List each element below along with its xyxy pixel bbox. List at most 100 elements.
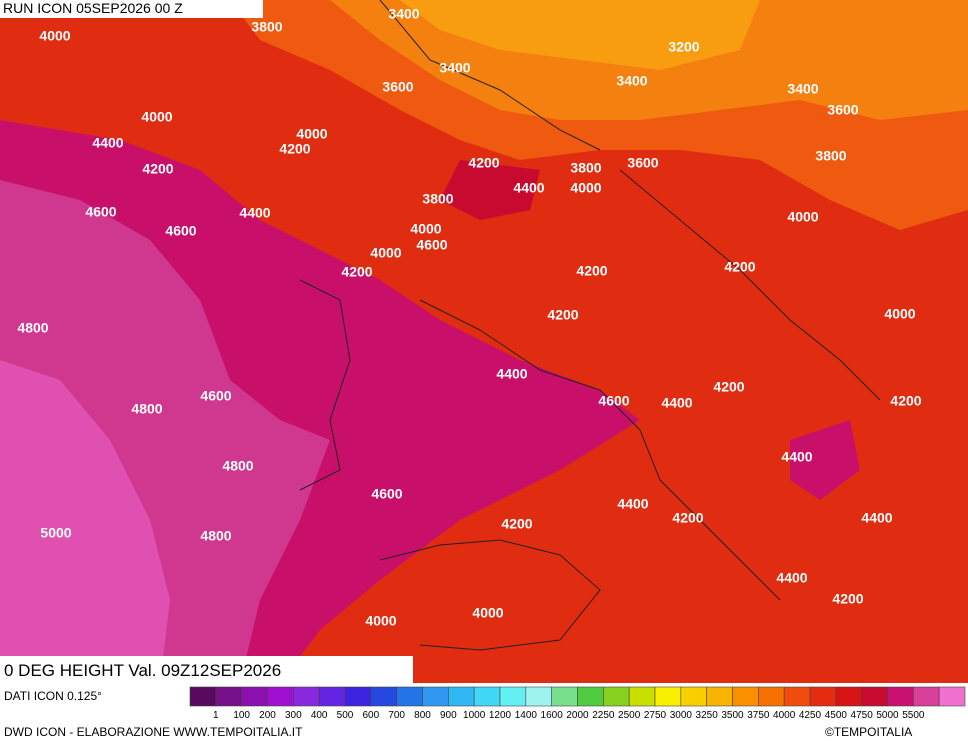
scale-label: 2750 [644,710,667,721]
scale-label: 5000 [876,710,899,721]
scale-label: 3750 [747,710,770,721]
color-swatch [499,686,527,707]
contour-label: 4200 [547,307,578,323]
coastline [419,299,781,601]
color-swatch [473,686,501,707]
contour-label: 3600 [382,79,413,95]
scale-label: 3250 [696,710,719,721]
contour-label: 4200 [279,141,310,157]
contour-label: 4400 [513,180,544,196]
contour-label: 4000 [365,613,396,629]
color-swatch [422,686,449,707]
contour-label: 3800 [815,148,846,164]
contour-label: 4200 [468,155,499,171]
coastline [379,539,601,651]
color-swatch [913,686,940,707]
scale-label: 4000 [773,710,796,721]
contour-label: 4400 [661,395,692,411]
scale-label: 1200 [489,710,512,721]
color-swatch [809,686,837,707]
contour-label: 3400 [616,73,647,89]
contour-label: 4400 [776,570,807,586]
run-box [0,0,263,18]
color-swatch [215,686,242,707]
contour-label: 4400 [92,135,123,151]
color-swatch [680,686,707,707]
contour-label: 3400 [388,6,419,22]
coastline [619,169,881,401]
scale-label: 100 [233,710,250,721]
contour-label: 4000 [570,180,601,196]
contour-label: 4200 [576,263,607,279]
contour-label: 4200 [724,259,755,275]
scale-label: 2250 [592,710,615,721]
contour-label: 4600 [371,486,402,502]
border-line [379,0,601,151]
color-swatch [267,686,294,707]
contour-label: 4800 [17,320,48,336]
scale-label: 3000 [670,710,693,721]
map-field [0,0,968,683]
scale-label: 1600 [541,710,564,721]
contour-label: 3400 [439,60,470,76]
color-swatch [783,686,811,707]
contour-label: 3800 [570,160,601,176]
color-scale: 1 100 200 300 400 500 600 700 800 900 1000 1200 1400… [189,686,966,721]
contour-label: 4200 [142,161,173,177]
contour-label: 4800 [131,401,162,417]
contour-label: 4000 [39,28,70,44]
scale-label: 500 [337,710,354,721]
scale-label: 3500 [721,710,744,721]
color-swatch [603,686,630,707]
contour-label: 4000 [472,605,503,621]
contour-label: 3400 [787,81,818,97]
color-swatch [654,686,682,707]
scale-label: 4750 [851,710,874,721]
contour-label: 4600 [165,223,196,239]
contour-label: 4000 [884,306,915,322]
scale-label: 2500 [618,710,641,721]
field-alps [440,160,540,220]
scale-label: 300 [285,710,302,721]
color-swatch [861,686,888,707]
contour-label: 3800 [422,191,453,207]
contour-label: 4600 [200,388,231,404]
color-swatch [551,686,578,707]
contour-label: 3600 [827,102,858,118]
color-swatch [189,686,217,707]
field-light-pink [0,360,170,683]
contour-label: 4400 [496,366,527,382]
contour-label: 4800 [222,458,253,474]
scale-label: 1000 [463,710,486,721]
scale-label: 200 [259,710,276,721]
contour-label: 4200 [890,393,921,409]
scale-label: 800 [414,710,431,721]
contour-label: 4200 [341,264,372,280]
scale-label: 4500 [825,710,848,721]
color-swatch [732,686,759,707]
scale-label: 5500 [902,710,925,721]
contour-label: 4600 [598,393,629,409]
contour-label: 4600 [85,204,116,220]
contour-label: 4000 [141,109,172,125]
scale-label: 1 [213,710,219,721]
color-swatch [887,686,914,707]
scale-label: 2000 [566,710,589,721]
title-box [0,656,413,683]
contour-label: 5000 [40,525,71,541]
scale-label: 600 [362,710,379,721]
scale-label: 4250 [799,710,822,721]
contour-label: 4200 [713,379,744,395]
field-greece [790,420,860,500]
color-swatch [577,686,604,707]
scale-label: 1400 [515,710,538,721]
source-label: DATI ICON 0.125° [4,689,102,703]
copyright: ©TEMPOITALIA [825,725,912,739]
contour-labels: 4000 3800 3400 3200 3400 3600 3400 3400 3600 4000… [17,6,921,629]
contour-label: 4000 [410,221,441,237]
run-info: RUN ICON 05SEP2026 00 Z [3,0,183,16]
map-title: 0 DEG HEIGHT Val. 09Z12SEP2026 [4,661,281,680]
color-swatch [370,686,397,707]
